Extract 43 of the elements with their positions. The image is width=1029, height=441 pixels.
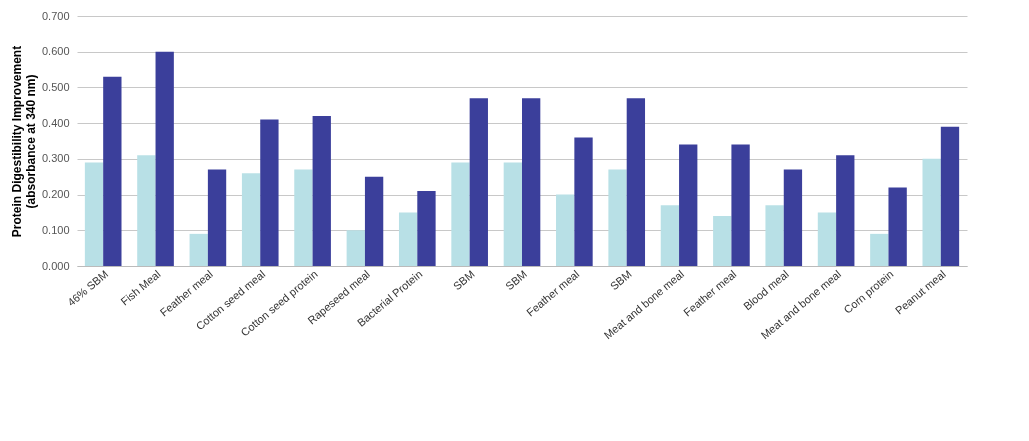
bar	[731, 144, 750, 266]
bar	[103, 76, 122, 266]
bar	[294, 169, 313, 266]
bar	[660, 205, 680, 266]
bar	[417, 191, 436, 266]
bar	[940, 126, 960, 266]
y-tick-label: 0.700	[41, 9, 70, 22]
bar	[364, 176, 384, 266]
bar	[84, 162, 104, 266]
bar	[574, 137, 593, 266]
bar	[836, 155, 855, 266]
bar	[522, 98, 541, 266]
bar	[922, 158, 941, 266]
y-tick-label: 0.600	[41, 45, 70, 58]
bar	[207, 169, 227, 266]
y-tick-label: 0.100	[41, 223, 70, 236]
bar	[398, 212, 418, 266]
bar	[817, 212, 837, 266]
bar	[312, 116, 331, 266]
bar	[626, 98, 646, 266]
bar	[713, 216, 732, 266]
bar	[608, 169, 627, 266]
bar	[503, 162, 522, 266]
bar	[137, 155, 156, 266]
bar	[870, 233, 889, 266]
y-tick-label: 0.300	[41, 152, 70, 165]
bar	[241, 173, 261, 266]
bar	[189, 233, 208, 266]
bar	[451, 162, 470, 266]
bar	[783, 169, 803, 266]
bar	[556, 194, 575, 266]
bar	[155, 51, 174, 266]
bar	[469, 98, 488, 266]
bar	[260, 119, 279, 266]
y-axis-title: Protein Digestibility Improvement (absorbance at 340 nm)	[9, 45, 38, 238]
y-tick-label: 0.400	[41, 116, 70, 129]
y-tick-label: 0.500	[41, 80, 70, 93]
y-tick-label: 0.200	[41, 188, 70, 201]
y-tick-label: 0.000	[41, 259, 70, 272]
bar	[888, 187, 907, 266]
bar	[346, 230, 365, 266]
bar	[679, 144, 698, 266]
bar	[765, 205, 784, 266]
